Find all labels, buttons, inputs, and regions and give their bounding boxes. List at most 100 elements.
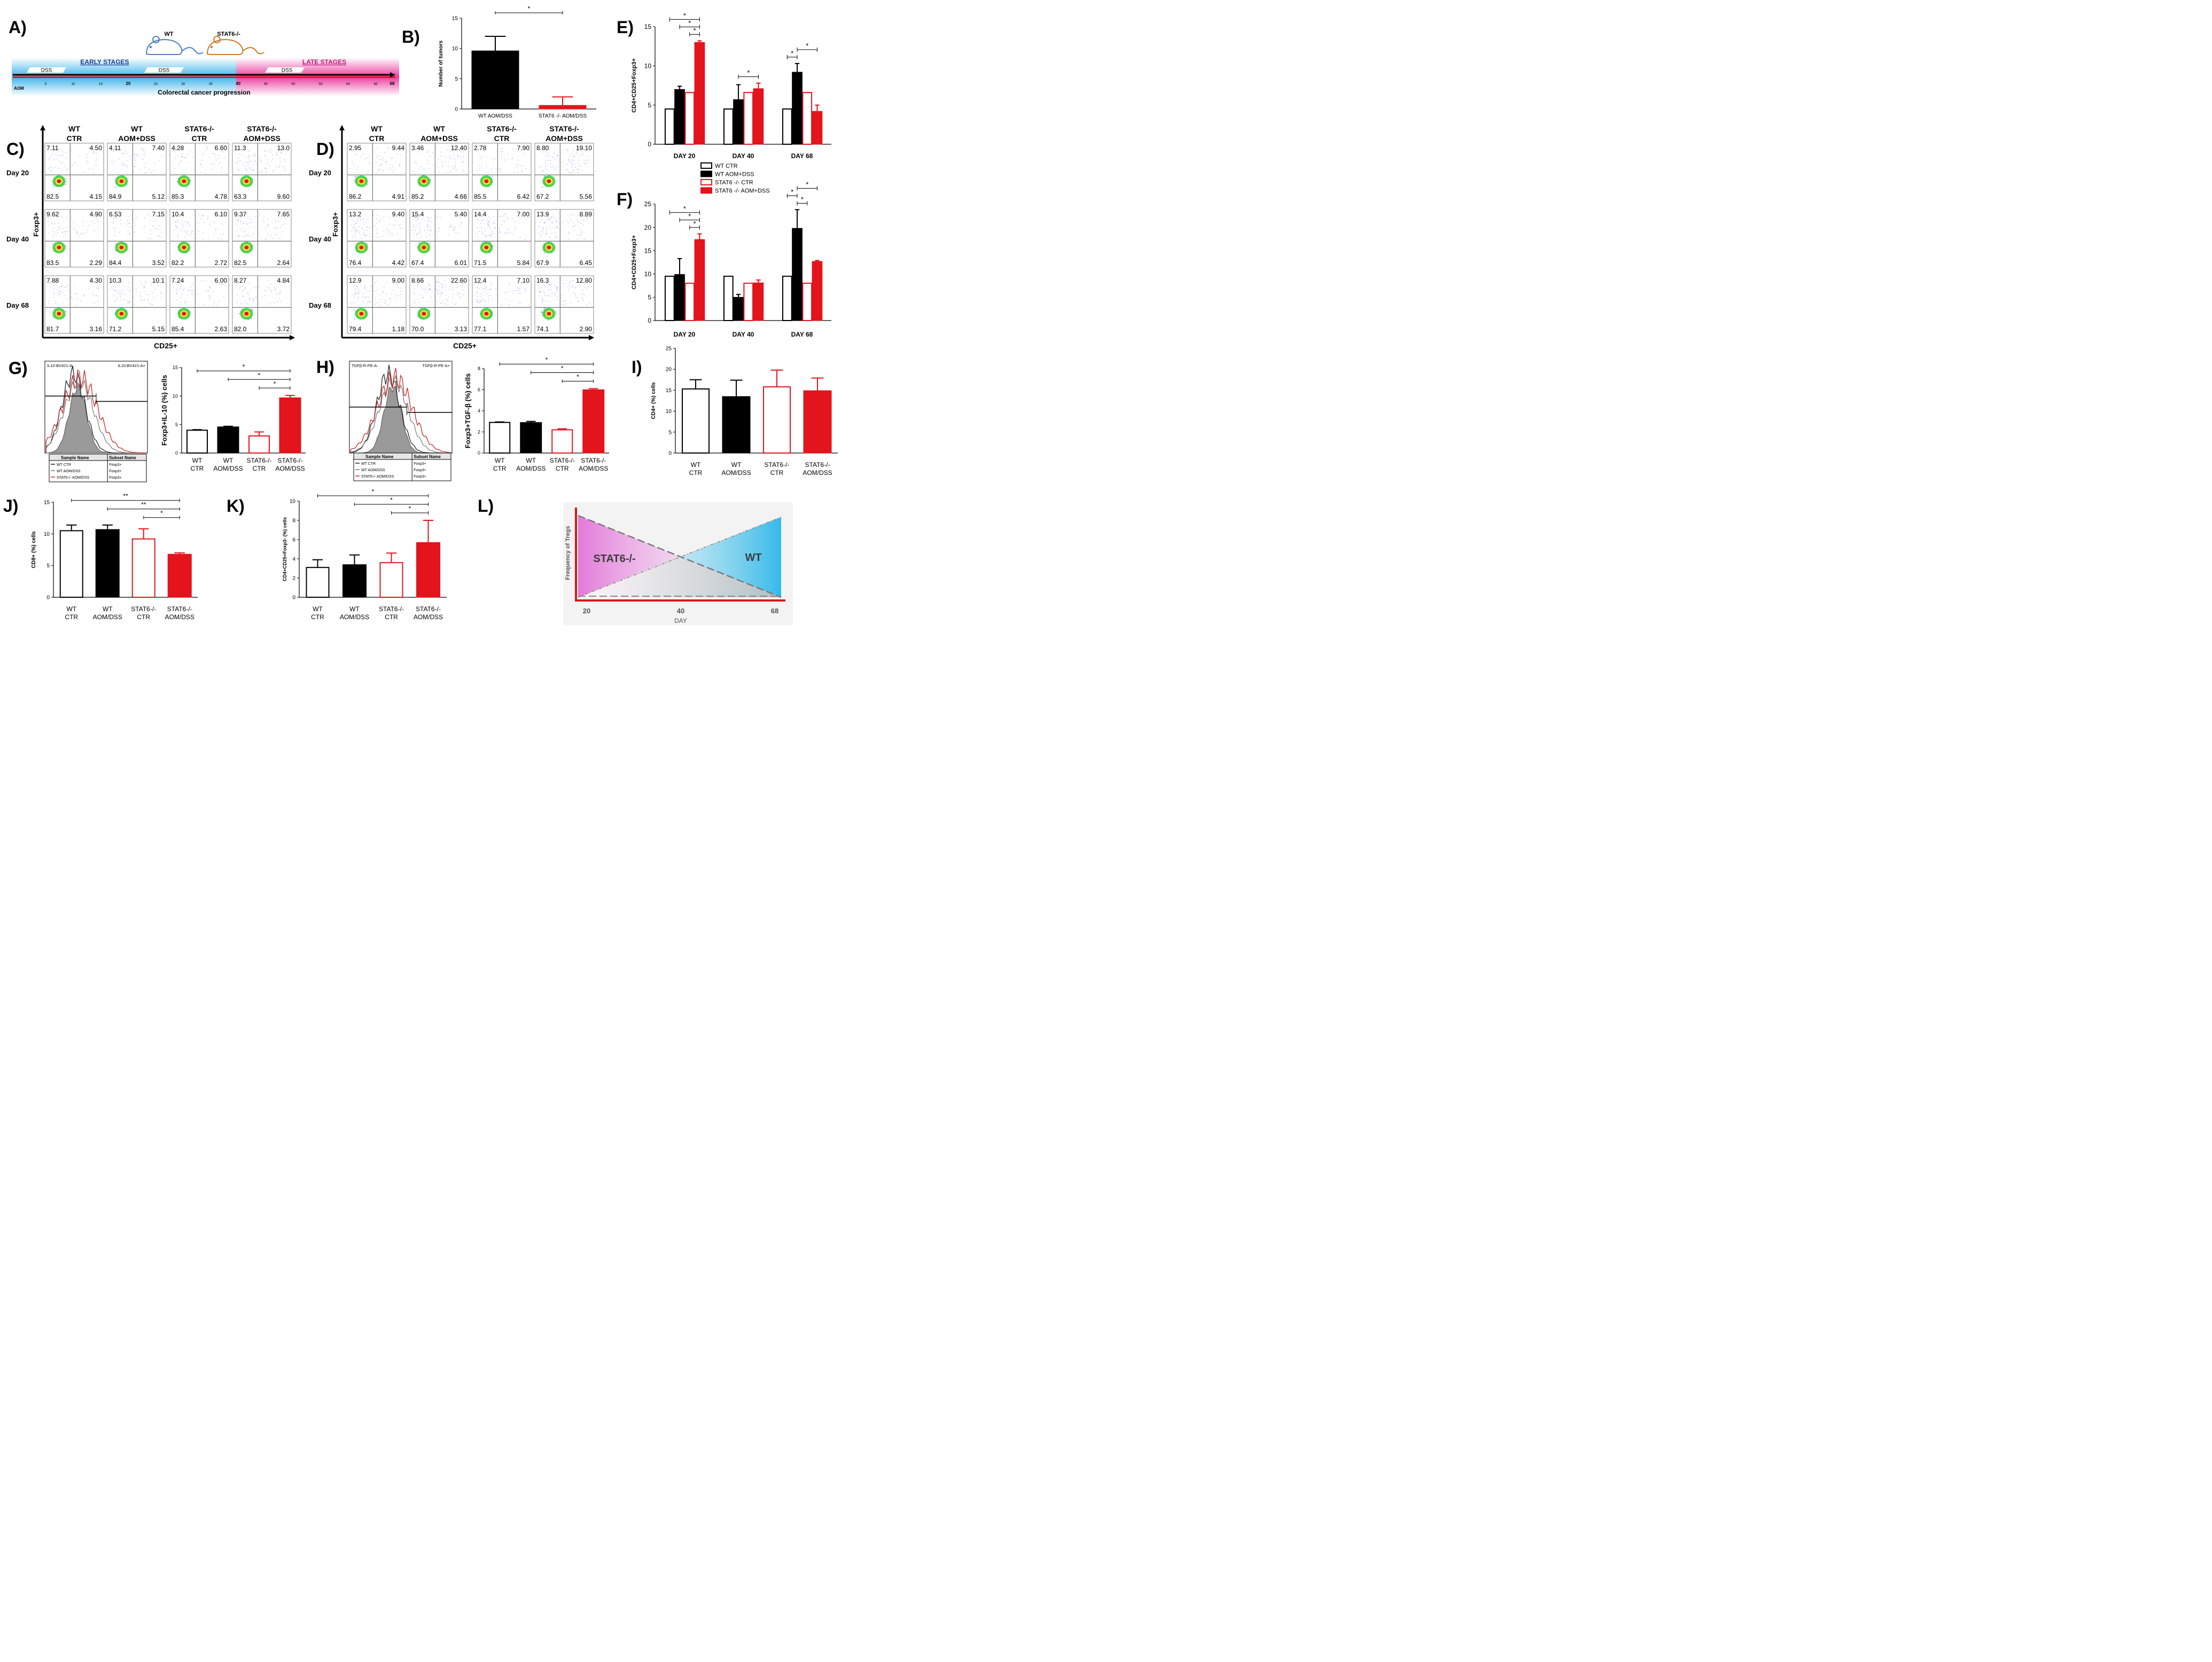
flow-dot [255, 297, 256, 299]
bar-f-2-2 [802, 283, 813, 321]
flow-dot [154, 162, 155, 163]
flow-dot [370, 227, 371, 228]
flow-dot [475, 216, 476, 217]
flow-dot [75, 305, 76, 306]
flow-dot [93, 173, 95, 174]
flow-density-core [244, 245, 249, 249]
flow-plot-c [232, 275, 292, 334]
significance-star-g: * [258, 371, 261, 379]
flow-dot [413, 229, 414, 230]
flow-dot [122, 152, 123, 153]
flow-dot [184, 222, 185, 223]
flow-dot [551, 217, 552, 218]
flow-dot [364, 223, 365, 225]
flow-dot [376, 219, 377, 220]
flow-quadrant-ll: 67.4 [411, 259, 424, 267]
flow-dot [277, 235, 278, 236]
bar-f-1-0 [723, 276, 734, 321]
flow-dot [546, 227, 547, 228]
flow-dot [562, 162, 564, 163]
flow-dot [556, 237, 558, 238]
flow-dot [369, 155, 370, 157]
flow-dot [209, 224, 211, 226]
flow-dot [573, 157, 574, 158]
flow-dot [574, 163, 575, 165]
flow-dot [370, 163, 371, 165]
flow-quadrant-ll: 71.2 [109, 325, 122, 333]
flow-dot [191, 290, 193, 291]
flow-quadrant-ll: 85.5 [474, 193, 487, 200]
flow-dot [276, 166, 277, 168]
flow-dot [553, 164, 555, 165]
flow-dot [185, 157, 186, 158]
flow-dot [279, 293, 281, 295]
flow-dot [520, 147, 521, 149]
flow-dot [548, 155, 549, 157]
wt-label: WT [164, 31, 173, 37]
flow-dot [515, 227, 516, 228]
flow-dot [554, 157, 556, 159]
significance-star-k: * [372, 488, 375, 495]
flow-dot [160, 237, 162, 238]
flow-dot [379, 159, 380, 160]
flow-plot-c [107, 209, 167, 268]
flow-dot [419, 223, 420, 224]
flow-dot [552, 166, 554, 167]
flow-dot [541, 234, 542, 235]
flow-dot [277, 152, 278, 153]
flow-density-core [182, 179, 186, 183]
flow-dot [575, 225, 577, 226]
flow-dot [58, 223, 59, 224]
flow-dot [543, 222, 545, 223]
flow-dot [454, 167, 456, 168]
flow-column-header-d: AOM+DSS [420, 134, 458, 143]
bar-j-0 [59, 530, 83, 598]
flow-dot [351, 225, 352, 226]
flow-dot [262, 219, 263, 221]
flow-plot-d [472, 143, 532, 201]
flow-dot [423, 168, 424, 169]
bar-f-2-0 [782, 276, 792, 321]
flow-dot [127, 230, 129, 231]
flow-dot [207, 290, 208, 291]
flow-dot [66, 152, 67, 153]
flow-dot [236, 219, 237, 220]
flow-dot [88, 225, 89, 227]
flow-dot [115, 244, 116, 245]
dss-label-1: DSS [41, 68, 52, 74]
flow-dot [555, 225, 557, 226]
flow-dot [123, 165, 124, 166]
flow-dot [413, 225, 415, 227]
flow-dot [66, 216, 67, 218]
flow-dot [158, 225, 160, 227]
timeline-day-5: 5 [45, 82, 47, 86]
flow-dot [267, 159, 269, 161]
flow-dot [204, 173, 205, 174]
flow-dot [215, 155, 216, 157]
flow-dot [362, 153, 364, 154]
flow-dot [493, 165, 494, 166]
flow-dot [400, 228, 401, 229]
flow-dot [501, 153, 502, 155]
flow-plot-d [409, 209, 469, 268]
flow-quadrant-ul: 8.80 [536, 144, 549, 152]
flow-dot [512, 158, 513, 159]
flow-dot [501, 148, 502, 150]
flow-dot [173, 287, 174, 288]
legend-swatch [700, 179, 712, 185]
flow-dot [546, 233, 548, 234]
flow-dot [586, 160, 587, 161]
bar-j-2 [131, 538, 155, 598]
flow-dot [488, 221, 489, 222]
flow-dot [491, 232, 493, 233]
flow-dot [198, 304, 199, 306]
flow-dot [548, 152, 549, 154]
flow-dot [115, 186, 116, 188]
flow-dot [141, 148, 143, 150]
flow-dot [523, 153, 524, 154]
timeline-day-68: 68 [390, 81, 395, 86]
significance-star-h: * [561, 365, 564, 372]
flow-dot [420, 166, 422, 167]
flow-dot [223, 296, 224, 297]
flow-dot [554, 150, 556, 151]
